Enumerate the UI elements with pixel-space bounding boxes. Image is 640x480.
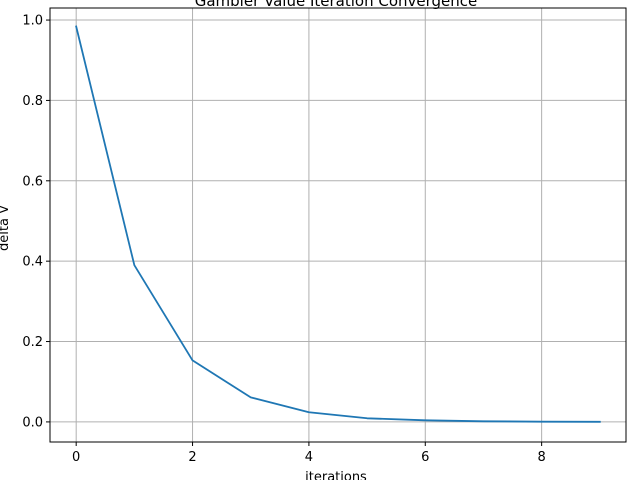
y-axis-title: delta V <box>0 205 12 251</box>
y-tick-label: 0.6 <box>22 174 43 189</box>
x-tick-label: 8 <box>537 450 545 465</box>
y-tick-label: 0.4 <box>22 255 43 270</box>
x-tick-label: 0 <box>72 450 80 465</box>
x-axis-title: iterations <box>305 470 367 480</box>
axes-frame <box>49 7 627 443</box>
x-tick-label: 4 <box>305 450 313 465</box>
tick-layer: 0 2 4 6 8 0.0 0.2 0.4 0.6 0.8 1.0 <box>22 14 545 465</box>
plot-area <box>50 8 626 442</box>
y-tick-label: 0.8 <box>22 94 43 109</box>
y-tick-label: 1.0 <box>22 14 43 29</box>
series-layer <box>75 25 601 423</box>
y-tick-label: 0.0 <box>22 415 43 430</box>
x-tick-label: 6 <box>421 450 429 465</box>
series-line-0 <box>75 25 601 423</box>
chart-title: Gambler Value Iteration Convergence <box>195 0 478 10</box>
y-tick-label: 0.2 <box>22 335 43 350</box>
x-tick-label: 2 <box>188 450 196 465</box>
grid-layer <box>50 8 626 442</box>
